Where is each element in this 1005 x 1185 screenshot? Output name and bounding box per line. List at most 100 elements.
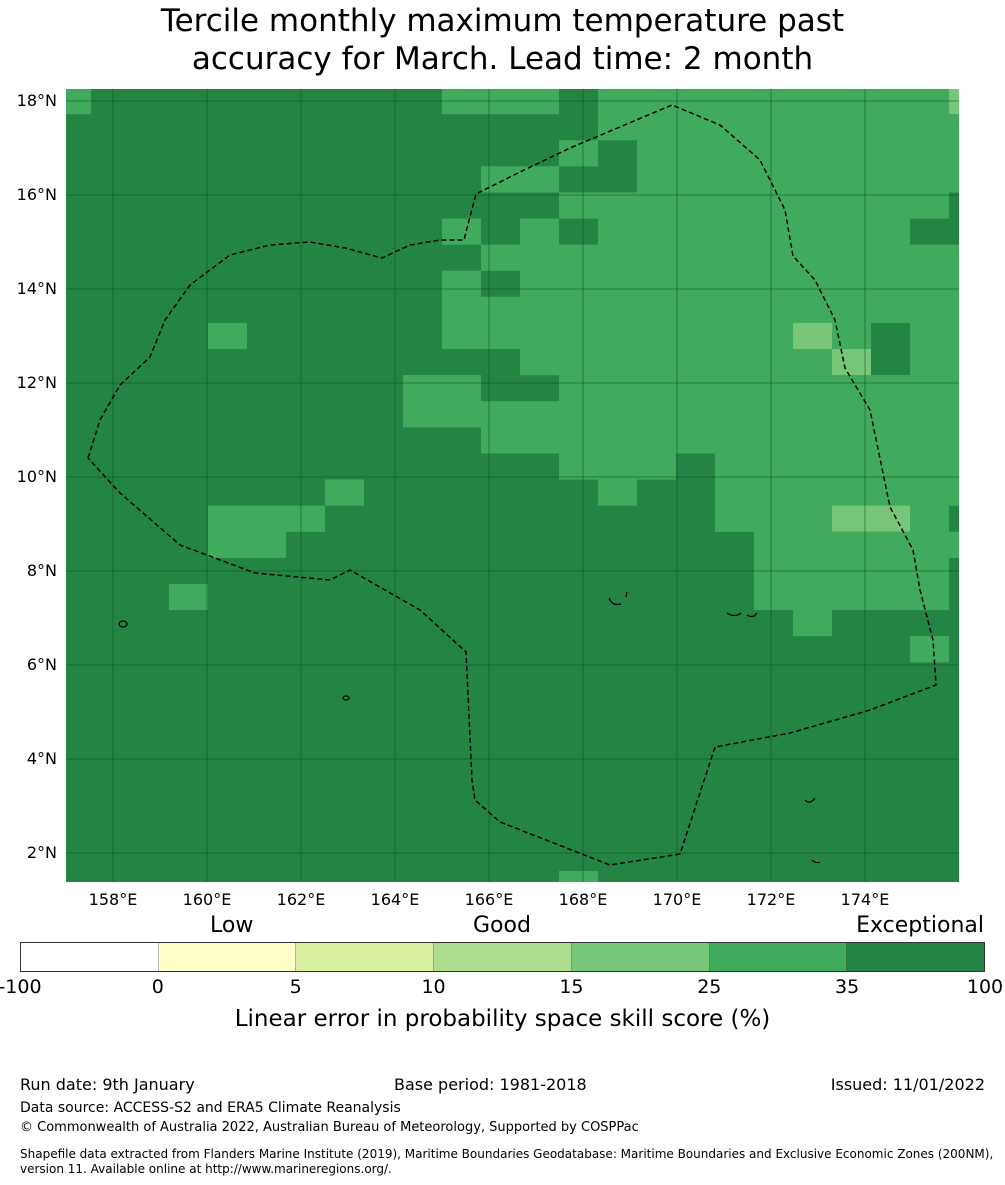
grid-cell	[910, 322, 949, 350]
grid-cell	[637, 244, 676, 271]
grid-cell	[871, 531, 910, 558]
grid-cell	[559, 349, 598, 376]
grid-cell	[910, 244, 949, 271]
grid-cell	[637, 89, 676, 115]
grid-cell	[754, 114, 793, 141]
grid-cell	[676, 296, 715, 323]
colorbar-tick-label: 5	[289, 976, 302, 998]
grid-cell	[442, 89, 481, 115]
grid-cell	[910, 531, 949, 558]
colorbar-label-good: Good	[473, 913, 531, 938]
grid-cell	[481, 322, 520, 350]
grid-cell	[481, 427, 520, 454]
grid-cell	[442, 270, 481, 297]
grid-cell	[676, 140, 715, 167]
grid-cell	[949, 349, 959, 376]
latitude-label: 8°N	[26, 561, 57, 580]
longitude-label: 172°E	[746, 890, 796, 909]
grid-cell	[715, 375, 754, 402]
grid-cell	[598, 453, 637, 480]
grid-cell	[715, 192, 754, 219]
grid-cell	[910, 270, 949, 297]
grid-cell	[949, 531, 959, 558]
skill-score-map	[66, 89, 959, 882]
grid-cell	[520, 218, 559, 245]
grid-cell	[676, 322, 715, 350]
grid-cell	[793, 192, 832, 219]
grid-cell	[598, 192, 637, 219]
grid-cell	[754, 140, 793, 167]
grid-cell	[871, 244, 910, 271]
grid-cell	[559, 192, 598, 219]
grid-cell	[754, 322, 793, 350]
grid-cell	[754, 401, 793, 428]
grid-cell	[559, 401, 598, 428]
grid-cell	[754, 349, 793, 376]
grid-cell	[637, 453, 676, 480]
issued-date: Issued: 11/01/2022	[830, 1075, 985, 1094]
grid-cell	[910, 192, 949, 219]
grid-cell	[871, 479, 910, 506]
grid-cell	[559, 270, 598, 297]
grid-cell	[910, 89, 949, 115]
grid-cell	[949, 114, 959, 141]
grid-cell	[871, 296, 910, 323]
grid-cell	[871, 375, 910, 402]
grid-cell	[949, 140, 959, 167]
grid-cell	[676, 375, 715, 402]
grid-cell	[910, 296, 949, 323]
title-line-2: accuracy for March. Lead time: 2 month	[191, 41, 814, 77]
grid-cell	[793, 114, 832, 141]
grid-cell	[715, 296, 754, 323]
grid-cell	[949, 296, 959, 323]
grid-cell	[871, 270, 910, 297]
grid-cell	[793, 375, 832, 402]
grid-cell	[66, 89, 91, 115]
data-source: Data source: ACCESS-S2 and ERA5 Climate …	[20, 1100, 401, 1116]
grid-cell	[910, 349, 949, 376]
grid-cell	[676, 218, 715, 245]
grid-cell	[793, 322, 832, 350]
colorbar-segment	[434, 943, 572, 971]
grid-cell	[871, 583, 910, 611]
grid-cell	[871, 140, 910, 167]
latitude-label: 10°N	[16, 467, 57, 486]
grid-cell	[442, 401, 481, 428]
colorbar-tick-label: 100	[966, 976, 1004, 998]
grid-cell	[715, 270, 754, 297]
grid-cell	[481, 296, 520, 323]
longitude-label: 174°E	[840, 890, 890, 909]
colorbar-segment	[158, 943, 297, 971]
grid-cell	[793, 531, 832, 558]
grid-cell	[715, 166, 754, 193]
grid-cell	[598, 401, 637, 428]
grid-cell	[247, 505, 286, 532]
grid-cell	[715, 401, 754, 428]
grid-cell	[598, 427, 637, 454]
grid-cell	[676, 401, 715, 428]
grid-cell	[598, 322, 637, 350]
grid-cell	[871, 114, 910, 141]
grid-cell	[637, 322, 676, 350]
latitude-label: 2°N	[26, 843, 57, 862]
longitude-label: 166°E	[464, 890, 514, 909]
latitude-label: 4°N	[26, 749, 57, 768]
grid-cell	[871, 401, 910, 428]
grid-cell	[754, 453, 793, 480]
grid-cell	[559, 244, 598, 271]
grid-cell	[520, 89, 559, 115]
grid-cell	[247, 531, 286, 558]
base-period: Base period: 1981-2018	[394, 1075, 587, 1094]
graticule	[66, 89, 959, 882]
grid-cell	[676, 349, 715, 376]
title-line-1: Tercile monthly maximum temperature past	[160, 3, 845, 39]
grid-cell	[754, 479, 793, 506]
grid-cell	[676, 166, 715, 193]
grid-cell	[169, 583, 208, 611]
grid-cell	[754, 296, 793, 323]
grid-cell	[793, 610, 832, 637]
grid-cell	[910, 583, 949, 611]
grid-cell	[949, 166, 959, 193]
colorbar-label-low: Low	[210, 913, 254, 938]
grid-cell	[754, 505, 793, 532]
